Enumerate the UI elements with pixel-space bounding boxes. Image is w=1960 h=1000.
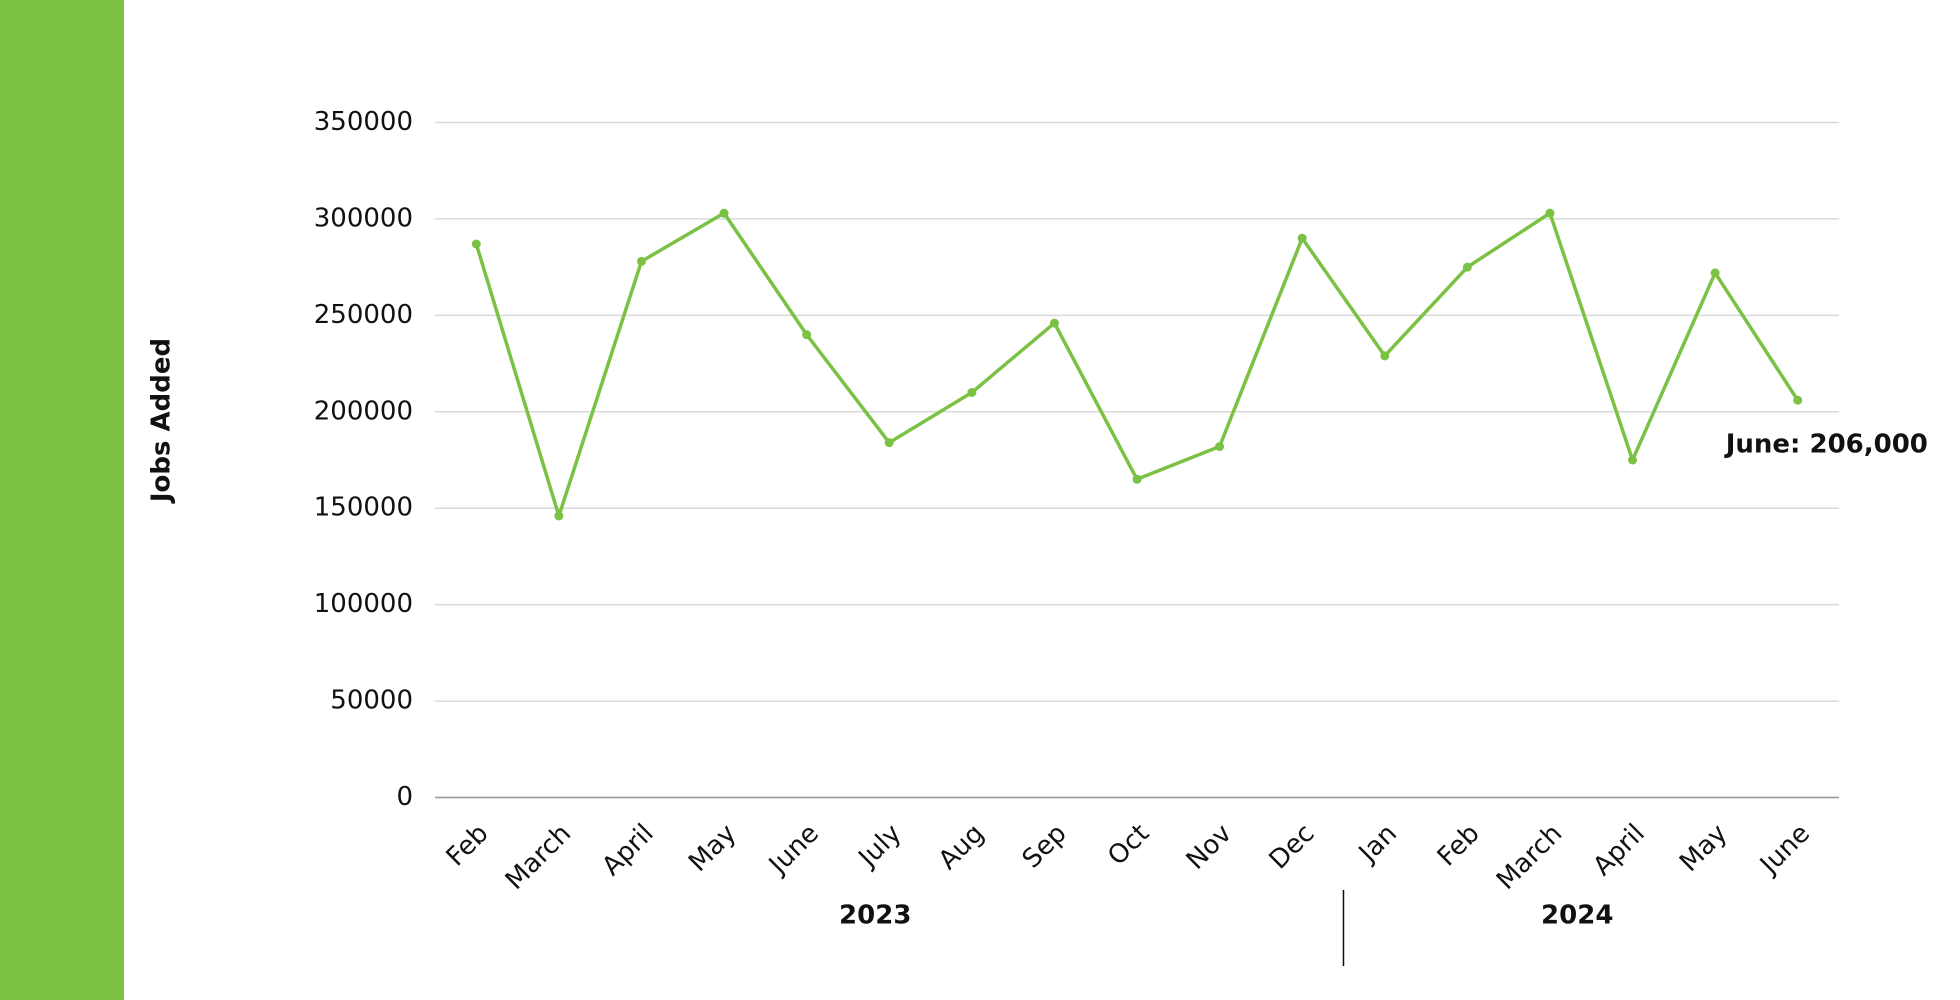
point [1297, 233, 1307, 243]
x-tick-label: May [683, 819, 742, 878]
y-tick-label: 100000 [314, 589, 413, 619]
x-tick-label: Nov [1181, 819, 1238, 876]
x-tick-label: March [500, 819, 577, 896]
y-tick-label: 0 [396, 782, 413, 812]
data-label: June: 206,000 [1724, 430, 1928, 460]
x-tick-label: Oct [1102, 819, 1155, 872]
point [719, 208, 729, 218]
x-tick-label: Dec [1264, 819, 1321, 876]
point [636, 256, 646, 266]
x-tick-label: March [1491, 819, 1568, 896]
point [1380, 351, 1390, 361]
x-tick-label: June [1753, 819, 1816, 882]
x-tick-label: Jan [1352, 819, 1403, 870]
y-tick-label: 350000 [314, 107, 413, 137]
x-tick-label: April [1588, 819, 1651, 882]
point [1132, 474, 1142, 484]
y-tick-label: 50000 [330, 686, 413, 716]
x-tick-label: June [762, 819, 825, 882]
x-tick-label: July [852, 819, 908, 875]
point [554, 511, 564, 521]
x-tick-label: Aug [933, 819, 990, 876]
point [1793, 395, 1803, 405]
point [967, 388, 977, 397]
y-tick-label: 250000 [314, 300, 413, 330]
group-label: 2024 [1541, 901, 1613, 931]
point [1215, 442, 1225, 451]
y-tick-label: 300000 [314, 203, 413, 233]
y-axis-label: Jobs Added [147, 338, 177, 504]
side-bar [0, 0, 124, 1000]
x-tick-label: Feb [1432, 819, 1486, 873]
y-tick-label: 150000 [314, 493, 413, 523]
point [471, 239, 481, 249]
x-tick-label: April [596, 819, 659, 882]
y-tick-label: 200000 [314, 396, 413, 426]
line [474, 211, 1800, 518]
point [1710, 268, 1720, 278]
group-label: 2023 [839, 901, 911, 931]
point [1628, 455, 1638, 465]
x-tick-label: Sep [1017, 819, 1073, 875]
point [802, 330, 812, 340]
point [884, 438, 894, 448]
x-tick-label: Feb [441, 819, 495, 873]
point [1462, 262, 1472, 272]
x-tick-label: May [1674, 819, 1733, 878]
point [1049, 318, 1059, 328]
point [1545, 208, 1555, 218]
